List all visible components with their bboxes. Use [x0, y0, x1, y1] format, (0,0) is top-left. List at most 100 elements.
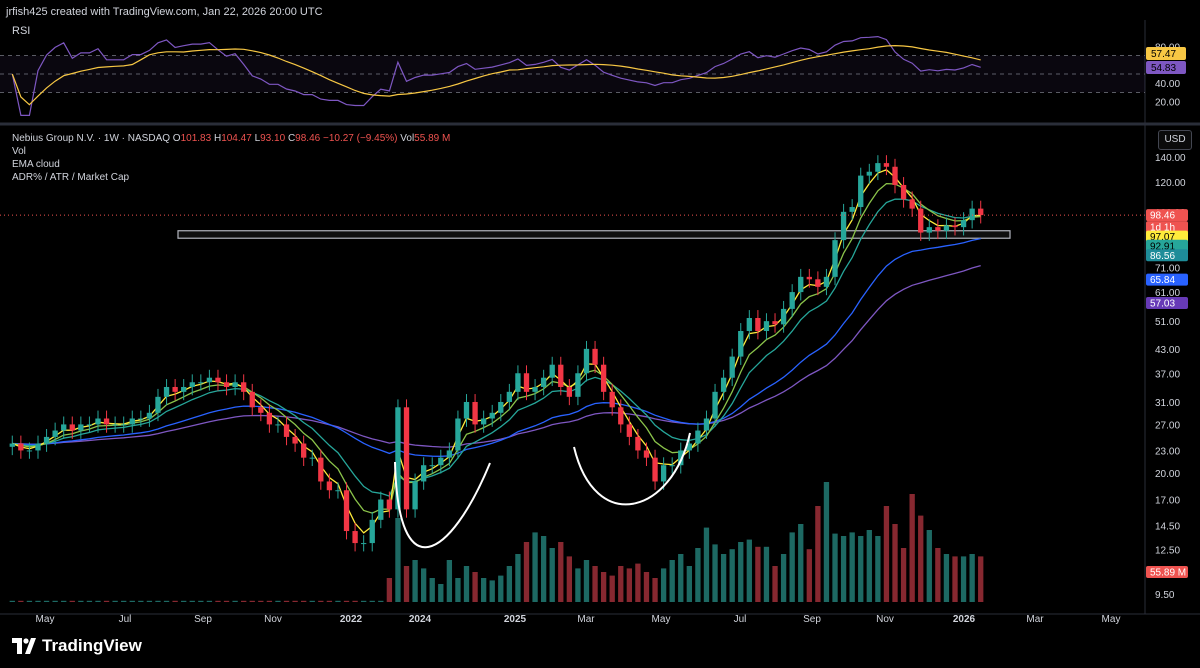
candle-body	[609, 391, 615, 408]
volume-bar	[103, 600, 110, 602]
symbol-label[interactable]: Nebius Group N.V. · 1W · NASDAQ	[12, 133, 171, 144]
volume-bar	[463, 566, 470, 602]
price-badge-text: 1d 1h	[1150, 223, 1175, 234]
candle-body	[275, 424, 281, 426]
candle	[420, 457, 427, 490]
tradingview-logo[interactable]: TradingView	[12, 636, 142, 656]
volume-bar	[703, 527, 710, 602]
price-axis-label: 43.00	[1155, 345, 1180, 356]
candle-body	[463, 401, 470, 419]
candle-body	[326, 481, 333, 491]
volume-bar	[960, 556, 967, 602]
volume-bar	[789, 532, 795, 602]
candle-body	[669, 465, 675, 467]
candle-body	[558, 364, 564, 387]
rsi-value-badge	[1146, 61, 1186, 74]
volume-bar	[892, 524, 898, 602]
candle	[952, 217, 958, 236]
candle-body	[935, 227, 941, 231]
indicator-ema-cloud[interactable]: EMA cloud	[12, 159, 60, 170]
candle	[523, 365, 530, 401]
candle	[258, 399, 264, 422]
volume-bar	[35, 600, 41, 602]
candle-body	[429, 465, 435, 467]
volume-bar	[181, 600, 187, 602]
candle	[823, 268, 830, 296]
candle-body	[703, 418, 710, 431]
volume-bar	[609, 575, 615, 602]
volume-bar	[112, 600, 118, 602]
currency-button[interactable]: USD	[1158, 130, 1192, 150]
candle	[669, 457, 675, 474]
volume-bar	[883, 506, 890, 602]
ema-blue-line	[12, 237, 981, 457]
volume-bar	[875, 536, 881, 602]
candle	[455, 410, 461, 459]
candle	[695, 422, 701, 452]
candle	[549, 356, 555, 387]
candle	[498, 394, 504, 422]
candle-body	[412, 481, 418, 510]
time-axis-label: May	[1102, 614, 1121, 625]
price-badge	[1146, 221, 1188, 234]
candle-body	[849, 207, 855, 212]
volume-bar	[849, 532, 855, 602]
volume-bar	[729, 549, 735, 602]
candle	[241, 374, 247, 401]
candle-body	[746, 318, 752, 331]
volume-bar	[935, 548, 941, 602]
volume-bar	[712, 544, 718, 602]
candle-body	[618, 407, 624, 425]
rsi-value-text: 54.83	[1151, 63, 1176, 74]
candle-body	[540, 377, 547, 387]
candle	[463, 394, 470, 427]
candle-body	[103, 418, 110, 425]
indicator-vol[interactable]: Vol	[12, 146, 26, 157]
time-axis-label: Jul	[734, 614, 747, 625]
volume-bar	[301, 600, 307, 602]
candle-body	[223, 382, 230, 387]
candle	[789, 284, 795, 318]
volume-bar	[395, 518, 401, 602]
candle	[326, 473, 333, 499]
volume-bar	[738, 542, 744, 602]
candle	[926, 219, 932, 241]
volume-bar	[686, 566, 692, 602]
candle-body	[455, 418, 461, 451]
time-axis-label: Sep	[803, 614, 821, 625]
price-badge	[1146, 239, 1188, 252]
candle	[446, 442, 453, 466]
volume-bar	[798, 524, 804, 602]
volume-bar	[386, 578, 393, 602]
candle-body	[155, 396, 161, 413]
volume-bar	[643, 572, 650, 602]
candle	[643, 442, 650, 466]
candle	[618, 399, 624, 433]
candle	[283, 416, 290, 446]
candle	[600, 356, 607, 401]
volume-bar	[558, 542, 564, 602]
low-value: 93.10	[260, 133, 286, 144]
volume-bar	[206, 600, 213, 602]
candle-body	[232, 382, 238, 387]
candle	[206, 369, 213, 391]
candle	[729, 348, 735, 387]
price-axis-label: 12.50	[1155, 545, 1180, 556]
candle	[52, 422, 58, 446]
candle	[532, 379, 538, 401]
volume-bar	[369, 600, 375, 602]
volume-bar	[318, 600, 324, 602]
price-axis-label: 17.00	[1155, 496, 1180, 507]
indicator-adr[interactable]: ADR% / ATR / Market Cap	[12, 172, 130, 183]
candle	[583, 340, 590, 382]
candle	[652, 449, 658, 490]
candle	[909, 191, 915, 217]
candle-body	[780, 308, 787, 325]
candle-body	[112, 424, 118, 426]
price-badge-text: 57.03	[1150, 299, 1175, 310]
candle-body	[335, 490, 341, 492]
volume-bar	[95, 600, 101, 602]
candle	[609, 383, 615, 416]
volume-bar	[566, 556, 573, 602]
